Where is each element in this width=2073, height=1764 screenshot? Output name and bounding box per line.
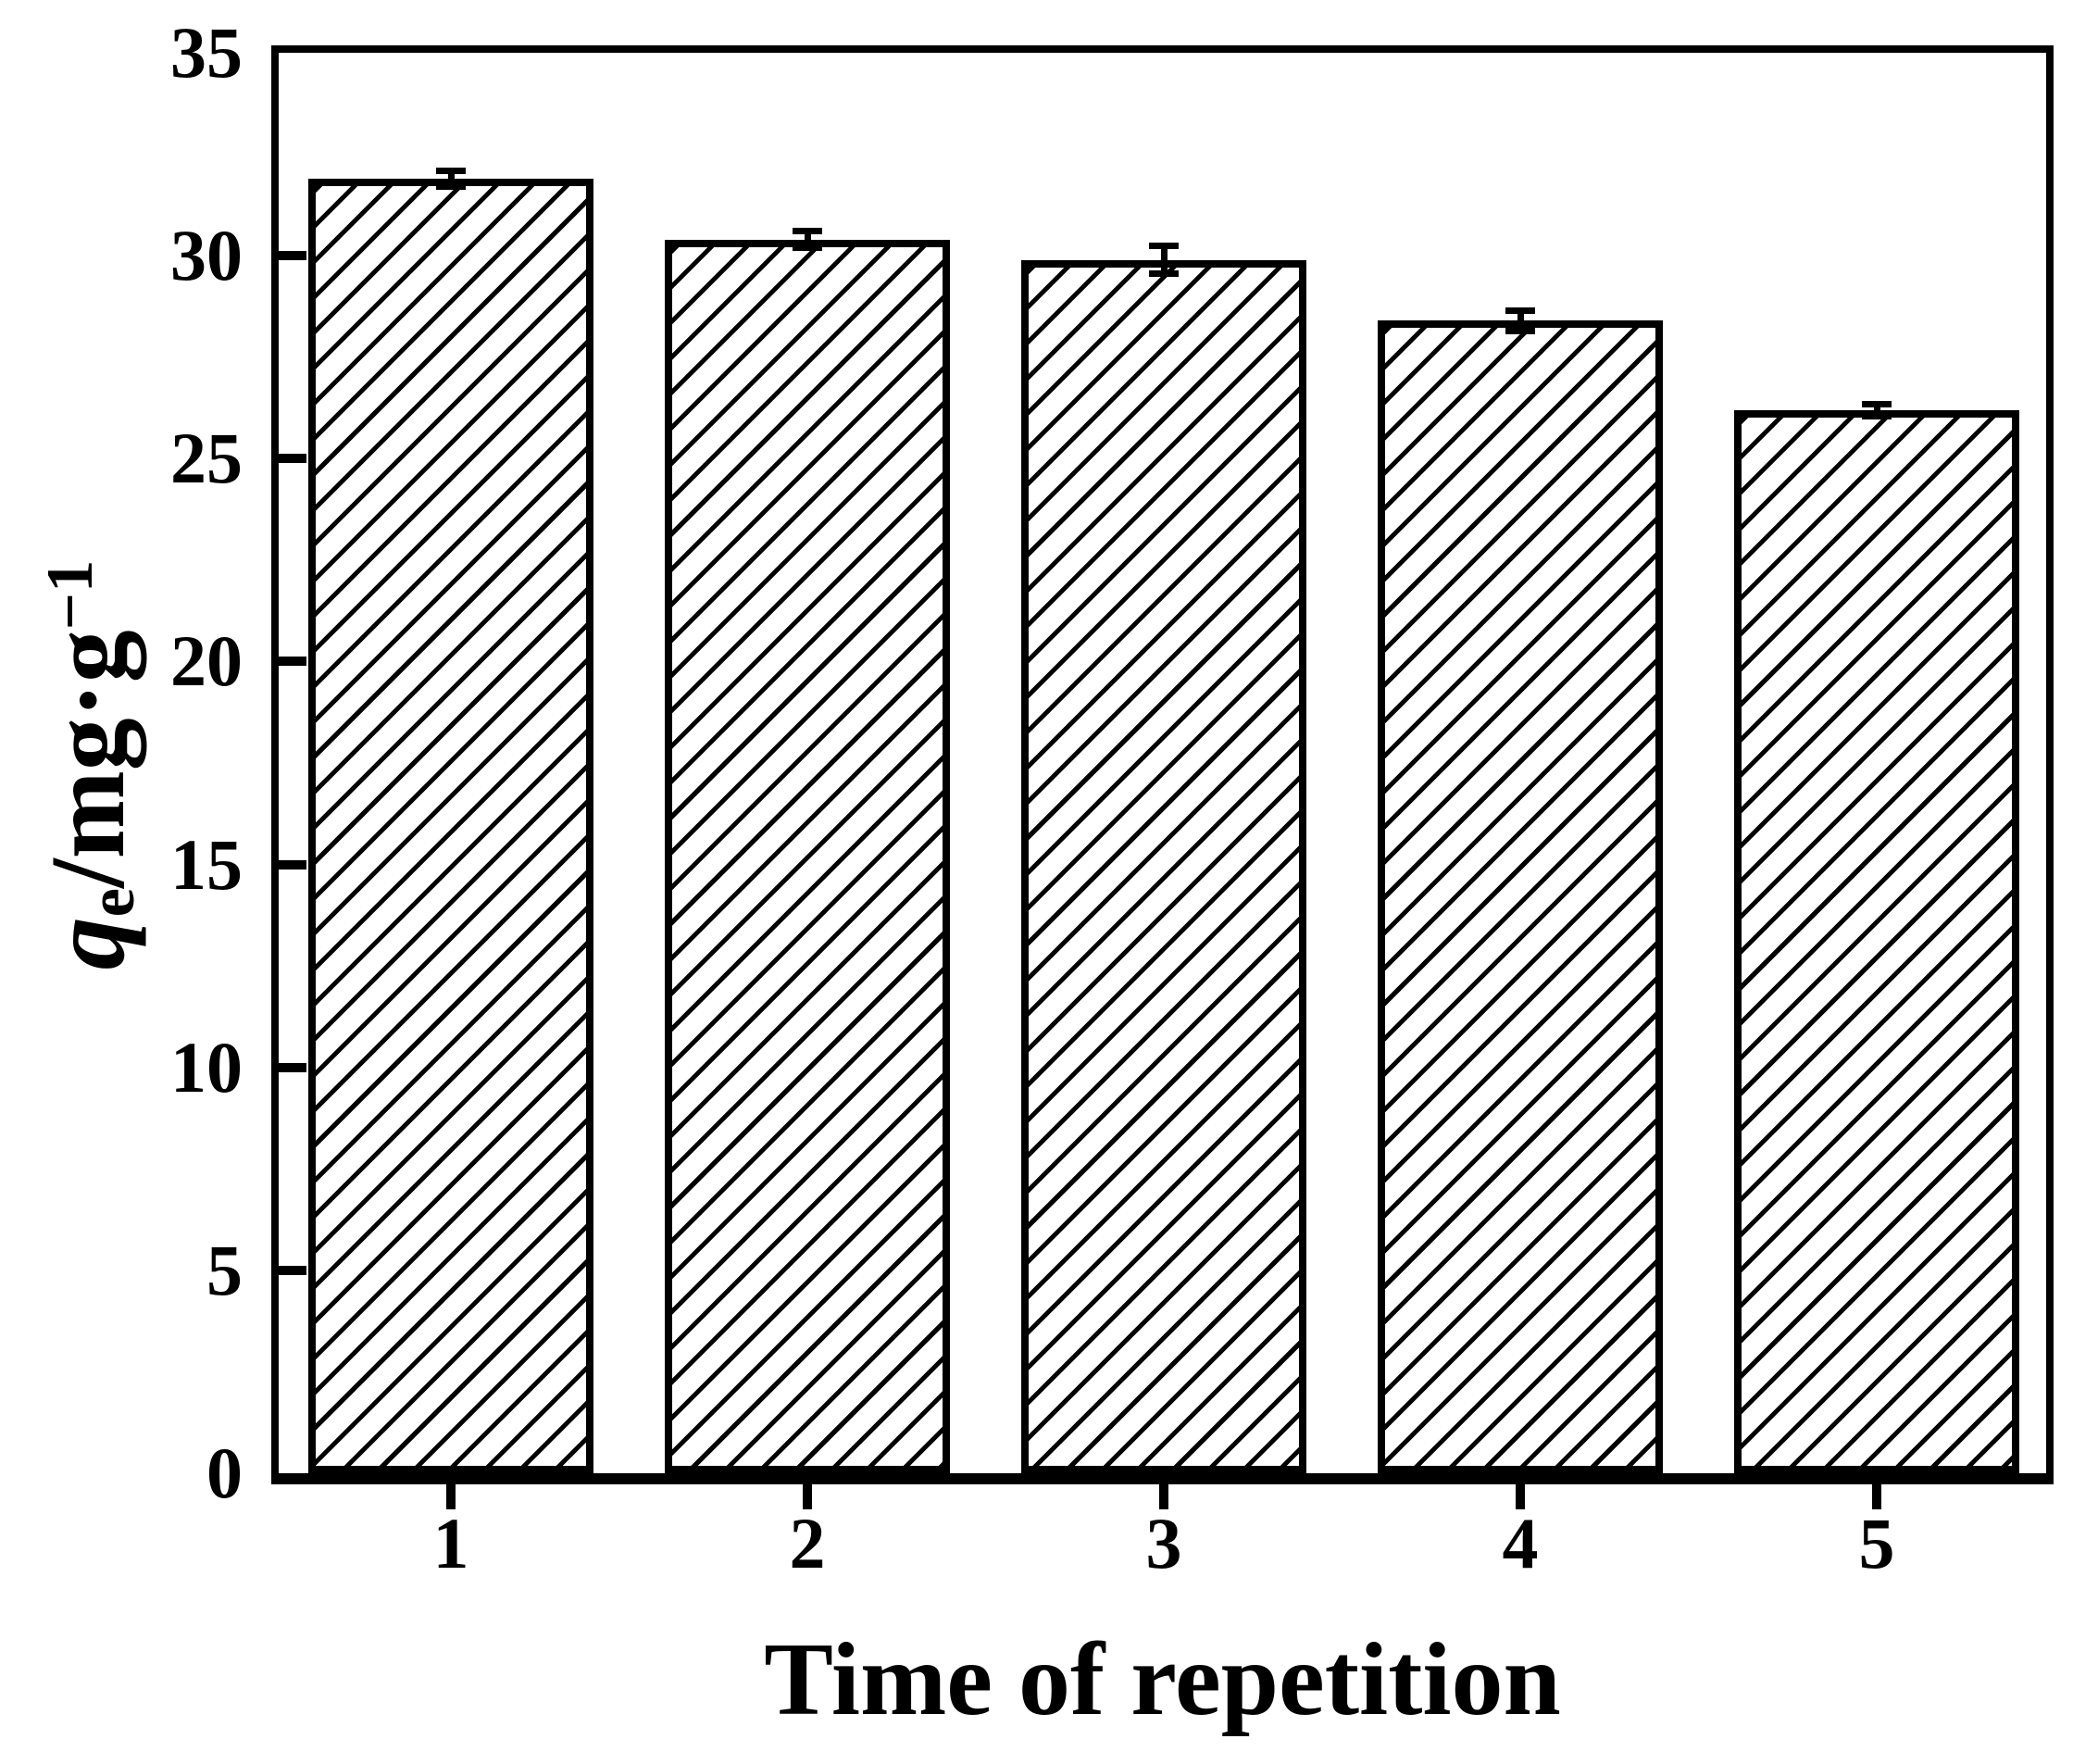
error-bar-cap: [436, 167, 466, 174]
y-tick-mark: [279, 454, 306, 464]
error-bar: [447, 170, 455, 187]
y-tick-mark: [279, 859, 306, 869]
x-tick-label: 4: [1502, 1503, 1539, 1583]
x-tick-label: 3: [1145, 1503, 1182, 1583]
error-bar: [1873, 404, 1880, 417]
error-bar-cap: [793, 244, 822, 251]
x-tick-label: 1: [432, 1503, 469, 1583]
error-bar: [1160, 245, 1168, 274]
error-bar-cap: [1505, 327, 1535, 334]
x-tick-mark: [1872, 1484, 1881, 1509]
x-tick-label: 2: [789, 1503, 826, 1583]
bar: [1734, 409, 2019, 1473]
error-bar-cap: [1862, 400, 1892, 407]
x-tick-label: 5: [1858, 1503, 1895, 1583]
error-bar-cap: [1149, 270, 1179, 278]
y-tick-label: 15: [170, 823, 243, 905]
y-tick-mark: [279, 657, 306, 667]
y-tick-mark: [279, 251, 306, 261]
y-tick-label: 20: [170, 620, 243, 702]
y-tick-mark: [279, 1062, 306, 1072]
error-bar-cap: [436, 183, 466, 191]
error-bar: [804, 231, 811, 248]
bar: [308, 178, 593, 1473]
error-bar: [1517, 310, 1524, 332]
y-tick-label: 0: [206, 1432, 243, 1513]
y-tick-label: 5: [206, 1229, 243, 1310]
plot-area: [271, 45, 2054, 1484]
y-tick-mark: [279, 1265, 306, 1275]
y-tick-label: 25: [170, 418, 243, 499]
y-tick-label: 10: [170, 1026, 243, 1107]
x-axis-label: Time of repetition: [764, 1622, 1561, 1737]
y-tick-label: 35: [170, 12, 243, 93]
bar: [1378, 320, 1663, 1473]
y-tick-label: 30: [170, 215, 243, 296]
bar: [1021, 259, 1306, 1473]
error-bar-cap: [1862, 412, 1892, 419]
x-tick-mark: [1516, 1484, 1525, 1509]
y-label-variable: q: [29, 917, 146, 970]
error-bar-cap: [1149, 242, 1179, 249]
x-tick-mark: [446, 1484, 456, 1509]
x-tick-mark: [803, 1484, 812, 1509]
error-bar-cap: [793, 228, 822, 235]
x-tick-mark: [1159, 1484, 1168, 1509]
bar: [665, 239, 950, 1473]
error-bar-cap: [1505, 307, 1535, 314]
